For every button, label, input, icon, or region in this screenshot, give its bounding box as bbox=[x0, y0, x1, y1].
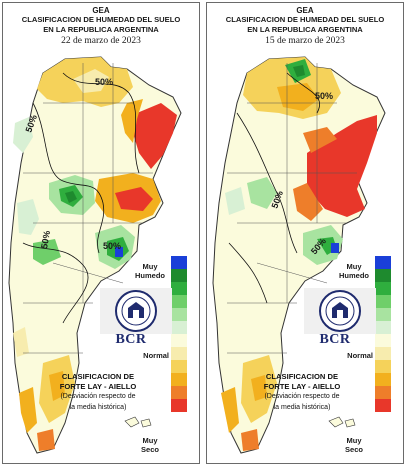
legend-swatch bbox=[375, 399, 391, 412]
legend-swatch bbox=[171, 269, 187, 282]
isoline-label: 50% bbox=[103, 241, 121, 251]
legend-swatch bbox=[375, 360, 391, 373]
map-panel-2023-03-22: 50% 50% 50% 50% GEA CLASIFICACION DE HUM… bbox=[2, 2, 200, 464]
legend-text: Muy Seco bbox=[141, 436, 159, 454]
legend-swatch bbox=[375, 373, 391, 386]
legend-swatch bbox=[375, 295, 391, 308]
legend-swatch bbox=[171, 295, 187, 308]
legend-swatch bbox=[375, 256, 391, 269]
argentina-soil-moisture-map: 50% 50% 50% bbox=[212, 56, 386, 454]
org-name: GEA bbox=[296, 6, 314, 15]
legend-normal-label: Normal bbox=[143, 351, 169, 360]
map-panel-2023-03-15: 50% 50% 50% GEA CLASIFICACION DE HUMEDAD… bbox=[206, 2, 404, 464]
legend-muy-humedo-label: Muy Humedo bbox=[335, 262, 373, 280]
legend-muy-seco-label: Muy Seco bbox=[335, 436, 373, 454]
legend-swatch bbox=[375, 347, 391, 360]
legend-swatch bbox=[171, 256, 187, 269]
legend-swatch bbox=[375, 282, 391, 295]
legend-swatch bbox=[171, 282, 187, 295]
method-caption: CLASIFICACION DE FORTE LAY - AIELLO (Des… bbox=[43, 372, 153, 412]
isoline-label: 50% bbox=[315, 91, 333, 101]
legend-swatch bbox=[375, 321, 391, 334]
map-header: GEA CLASIFICACION DE HUMEDAD DEL SUELO E… bbox=[3, 6, 199, 47]
method-title-line2: FORTE LAY - AIELLO bbox=[263, 381, 341, 391]
legend-swatch bbox=[375, 386, 391, 399]
legend-swatch bbox=[375, 269, 391, 282]
legend-swatch bbox=[171, 360, 187, 373]
legend-swatch bbox=[171, 373, 187, 386]
legend-swatch bbox=[171, 334, 187, 347]
legend-swatch bbox=[375, 308, 391, 321]
legend-muy-seco-label: Muy Seco bbox=[131, 436, 169, 454]
legend-swatch bbox=[171, 386, 187, 399]
legend-swatch bbox=[171, 399, 187, 412]
argentina-soil-moisture-map: 50% 50% 50% 50% bbox=[8, 56, 182, 454]
color-scale-legend bbox=[375, 256, 391, 412]
method-title-line1: CLASIFICACION DE bbox=[265, 372, 339, 381]
method-note-line1: (Desviación respecto de bbox=[264, 393, 340, 400]
legend-muy-humedo-label: Muy Humedo bbox=[131, 262, 169, 280]
map-header: GEA CLASIFICACION DE HUMEDAD DEL SUELO E… bbox=[207, 6, 403, 47]
legend-swatch bbox=[171, 308, 187, 321]
bcr-logo-text: BCR bbox=[115, 332, 147, 347]
legend-swatch bbox=[171, 321, 187, 334]
bcr-seal-logo bbox=[100, 288, 172, 334]
method-note-line2: la media histórica) bbox=[273, 403, 331, 411]
isoline-label: 50% bbox=[39, 230, 52, 249]
legend-text: Muy Humedo bbox=[339, 262, 369, 280]
method-note-line1: (Desviación respecto de bbox=[60, 393, 136, 400]
isoline-label: 50% bbox=[95, 77, 113, 87]
org-name: GEA bbox=[92, 6, 110, 15]
legend-normal-label: Normal bbox=[347, 351, 373, 360]
map-date: 22 de marzo de 2023 bbox=[61, 36, 141, 46]
bcr-logo-text: BCR bbox=[319, 332, 351, 347]
map-title-line1: CLASIFICACION DE HUMEDAD DEL SUELO bbox=[225, 15, 385, 24]
bcr-seal-logo bbox=[304, 288, 376, 334]
legend-text: Muy Seco bbox=[345, 436, 363, 454]
legend-swatch bbox=[375, 334, 391, 347]
legend-text: Muy Humedo bbox=[135, 262, 165, 280]
method-caption: CLASIFICACION DE FORTE LAY - AIELLO (Des… bbox=[247, 372, 357, 412]
method-title-line2: FORTE LAY - AIELLO bbox=[59, 381, 137, 391]
map-title-line1: CLASIFICACION DE HUMEDAD DEL SUELO bbox=[21, 15, 181, 24]
method-title-line1: CLASIFICACION DE bbox=[61, 372, 135, 381]
map-title-line2: EN LA REPUBLICA ARGENTINA bbox=[247, 24, 363, 34]
map-title-line2: EN LA REPUBLICA ARGENTINA bbox=[43, 24, 159, 34]
method-note-line2: la media histórica) bbox=[69, 403, 127, 411]
legend-swatch bbox=[171, 347, 187, 360]
map-date: 15 de marzo de 2023 bbox=[265, 36, 345, 46]
color-scale-legend bbox=[171, 256, 187, 412]
